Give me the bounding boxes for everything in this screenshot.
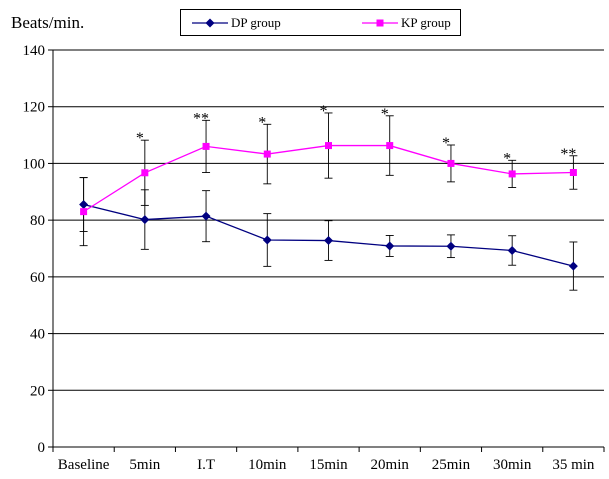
significance-mark: **	[560, 146, 576, 163]
x-tick-labels: Baseline 5min I.T 10min 15min 20min 25min 30min…	[58, 457, 595, 473]
x-tick-label: 5min	[129, 457, 160, 473]
error-bars	[79, 112, 578, 291]
x-tick-label: 20min	[371, 457, 410, 473]
axes	[48, 49, 605, 452]
gridlines	[53, 49, 604, 391]
data-point-dp	[262, 235, 272, 245]
y-tick-label: 140	[23, 43, 46, 59]
x-tick-label: 35 min	[552, 457, 595, 473]
x-tick-label: 30min	[493, 457, 532, 473]
significance-mark: *	[503, 150, 511, 167]
x-tick-label: 15min	[309, 457, 348, 473]
data-point-kp	[508, 170, 516, 178]
y-axis-label: Beats/min.	[11, 13, 85, 32]
data-point-kp	[80, 208, 88, 216]
y-tick-label: 0	[38, 440, 46, 456]
significance-annotations: *** ** *** **	[136, 103, 577, 167]
legend: DP group KP group	[180, 9, 461, 36]
data-point-dp	[507, 245, 517, 255]
data-point-dp	[324, 236, 333, 246]
legend-swatch-dp	[192, 18, 228, 28]
data-point-kp	[263, 150, 271, 158]
legend-item-dp: DP group	[191, 14, 311, 32]
data-point-kp	[141, 169, 149, 177]
y-tick-label: 100	[23, 156, 46, 172]
x-tick-label: 10min	[248, 457, 287, 473]
y-tick-labels: 0 20 40 60 80 100 120 140	[23, 43, 46, 456]
y-tick-label: 120	[23, 100, 46, 116]
significance-mark: *	[258, 114, 266, 131]
significance-mark: *	[136, 130, 144, 147]
data-point-dp	[140, 215, 150, 225]
data-point-kp	[325, 142, 332, 150]
series-markers	[79, 142, 578, 271]
y-tick-label: 60	[30, 270, 45, 286]
legend-item-kp: KP group	[361, 14, 461, 32]
data-point-dp	[446, 241, 456, 251]
data-point-kp	[569, 169, 577, 177]
data-point-dp	[201, 211, 211, 221]
x-tick-label: Baseline	[58, 457, 110, 473]
data-point-kp	[202, 142, 210, 150]
x-tick-label: I.T	[197, 457, 215, 473]
significance-mark: *	[381, 106, 389, 123]
legend-label-kp: KP group	[401, 15, 451, 30]
y-tick-label: 40	[30, 327, 45, 343]
data-point-dp	[385, 241, 395, 251]
x-tick-label: 25min	[432, 457, 471, 473]
significance-mark: *	[320, 103, 328, 120]
legend-label-dp: DP group	[231, 15, 281, 30]
data-point-dp	[568, 261, 578, 271]
y-tick-label: 20	[30, 383, 45, 399]
y-tick-label: 80	[30, 213, 45, 229]
significance-mark: **	[193, 110, 209, 127]
legend-swatch-kp	[362, 19, 398, 27]
data-point-kp	[386, 142, 394, 150]
data-point-dp	[79, 200, 89, 210]
significance-mark: *	[442, 135, 450, 152]
data-point-kp	[447, 159, 455, 167]
